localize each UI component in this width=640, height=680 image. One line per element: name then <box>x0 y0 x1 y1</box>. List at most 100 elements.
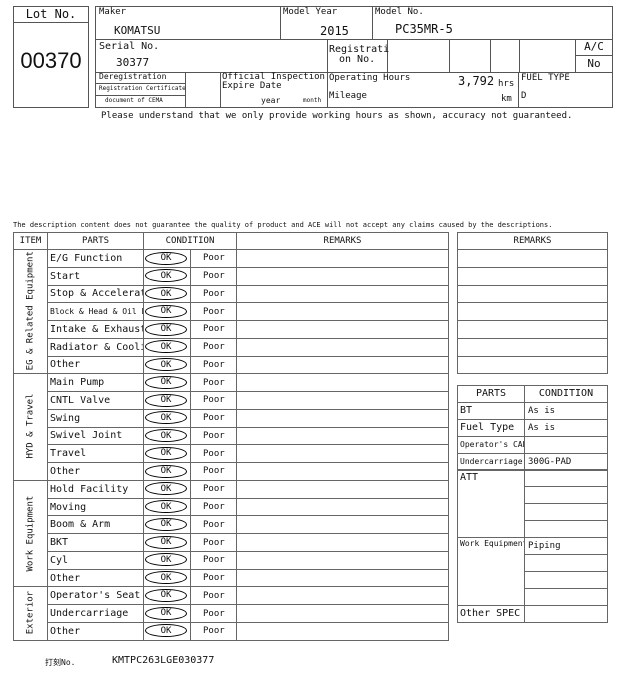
remarks-right-cell[interactable] <box>457 249 608 268</box>
condition-poor[interactable]: Poor <box>190 266 237 286</box>
remarks-cell[interactable] <box>236 320 449 339</box>
spec-condition[interactable] <box>524 570 608 589</box>
ok-circle[interactable]: OK <box>145 429 187 443</box>
remarks-cell[interactable] <box>236 533 449 552</box>
ok-circle[interactable]: OK <box>145 500 187 514</box>
condition-poor[interactable]: Poor <box>190 337 237 357</box>
ok-circle[interactable]: OK <box>145 393 187 407</box>
condition-poor[interactable]: Poor <box>190 621 237 641</box>
part-name: Block & Head & Oil Pan <box>47 302 144 322</box>
spec-condition[interactable]: 300G-PAD <box>524 452 608 471</box>
ok-circle[interactable]: OK <box>145 340 187 354</box>
condition-poor[interactable]: Poor <box>190 391 237 410</box>
ok-circle[interactable]: OK <box>145 606 187 620</box>
part-name: Intake & Exhaust <box>47 320 144 339</box>
ok-circle[interactable]: OK <box>145 482 187 496</box>
ok-circle[interactable]: OK <box>145 535 187 549</box>
condition-poor[interactable]: Poor <box>190 444 237 464</box>
spec-condition[interactable]: As is <box>524 418 608 437</box>
condition-poor[interactable]: Poor <box>190 479 237 499</box>
remarks-cell[interactable] <box>236 586 449 606</box>
remarks-cell[interactable] <box>236 568 449 588</box>
remarks-cell[interactable] <box>236 479 449 499</box>
remarks-cell[interactable] <box>236 604 449 623</box>
ok-circle[interactable]: OK <box>145 464 187 478</box>
condition-poor[interactable]: Poor <box>190 550 237 570</box>
ok-circle[interactable]: OK <box>145 588 187 602</box>
remarks-cell[interactable] <box>236 249 449 268</box>
condition-poor[interactable]: Poor <box>190 302 237 322</box>
condition-poor[interactable]: Poor <box>190 249 237 268</box>
part-name: Start <box>47 266 144 286</box>
remarks-right-cell[interactable] <box>457 284 608 304</box>
remarks-cell[interactable] <box>236 621 449 641</box>
spec-condition[interactable] <box>524 520 608 539</box>
ok-circle[interactable]: OK <box>145 358 187 372</box>
ok-circle[interactable]: OK <box>145 571 187 585</box>
remarks-cell[interactable] <box>236 302 449 322</box>
remarks-cell[interactable] <box>236 337 449 357</box>
remarks-right-cell[interactable] <box>457 266 608 286</box>
condition-poor[interactable]: Poor <box>190 373 237 393</box>
condition-poor[interactable]: Poor <box>190 604 237 623</box>
remarks-right-cell[interactable] <box>457 302 608 322</box>
remarks-cell[interactable] <box>236 373 449 393</box>
spec-condition[interactable] <box>524 486 608 505</box>
ac-header <box>575 39 613 56</box>
model-year-label: Model Year <box>283 7 338 17</box>
spec-condition[interactable] <box>524 587 608 606</box>
condition-poor[interactable]: Poor <box>190 284 237 304</box>
remarks-cell[interactable] <box>236 355 449 375</box>
remarks-cell[interactable] <box>236 444 449 464</box>
spec-condition[interactable] <box>524 604 608 623</box>
ok-circle[interactable]: OK <box>145 251 187 265</box>
condition-poor[interactable]: Poor <box>190 497 237 517</box>
part-name: Main Pump <box>47 373 144 393</box>
ok-circle[interactable]: OK <box>145 287 187 301</box>
condition-poor[interactable]: Poor <box>190 462 237 481</box>
ok-circle[interactable]: OK <box>145 269 187 283</box>
remarks-cell[interactable] <box>236 426 449 446</box>
condition-poor[interactable]: Poor <box>190 568 237 588</box>
part-name: Operator's Seat <box>47 586 144 606</box>
spec-part: Operator's CAB <box>457 435 525 454</box>
condition-poor[interactable]: Poor <box>190 533 237 552</box>
ok-circle[interactable]: OK <box>145 304 187 318</box>
spec-condition[interactable] <box>524 435 608 454</box>
condition-poor[interactable]: Poor <box>190 515 237 535</box>
spec-condition[interactable] <box>524 503 608 522</box>
condition-poor[interactable]: Poor <box>190 586 237 606</box>
condition-poor[interactable]: Poor <box>190 408 237 428</box>
spec-condition[interactable] <box>524 554 608 572</box>
remarks-cell[interactable] <box>236 550 449 570</box>
ok-circle[interactable]: OK <box>145 553 187 567</box>
remarks-cell[interactable] <box>236 391 449 410</box>
ok-circle[interactable]: OK <box>145 517 187 531</box>
condition-poor[interactable]: Poor <box>190 320 237 339</box>
condition-poor[interactable]: Poor <box>190 426 237 446</box>
remarks-right-cell[interactable] <box>457 355 608 375</box>
remarks-right-cell[interactable] <box>457 337 608 357</box>
condition-poor[interactable]: Poor <box>190 355 237 375</box>
remarks-cell[interactable] <box>236 515 449 535</box>
header-parts: PARTS <box>47 232 144 250</box>
fuel-type-label: FUEL TYPE <box>521 73 570 83</box>
remarks-right-cell[interactable] <box>457 320 608 339</box>
remarks-cell[interactable] <box>236 266 449 286</box>
remarks-cell[interactable] <box>236 462 449 481</box>
remarks-cell[interactable] <box>236 408 449 428</box>
dereg-label: Deregistration <box>99 72 167 81</box>
ac-label: A/C <box>584 40 604 53</box>
spec-condition[interactable]: As is <box>524 401 608 420</box>
ok-circle[interactable]: OK <box>145 411 187 425</box>
ok-circle[interactable]: OK <box>145 375 187 389</box>
ok-circle[interactable]: OK <box>145 446 187 460</box>
remarks-cell[interactable] <box>236 284 449 304</box>
header-item: ITEM <box>13 232 48 250</box>
remarks-cell[interactable] <box>236 497 449 517</box>
ok-circle[interactable]: OK <box>145 624 187 638</box>
ok-circle[interactable]: OK <box>145 322 187 336</box>
spec-condition[interactable] <box>524 469 608 488</box>
spec-condition[interactable]: Piping <box>524 537 608 555</box>
inspection-label: Official Inspection <box>222 72 325 82</box>
